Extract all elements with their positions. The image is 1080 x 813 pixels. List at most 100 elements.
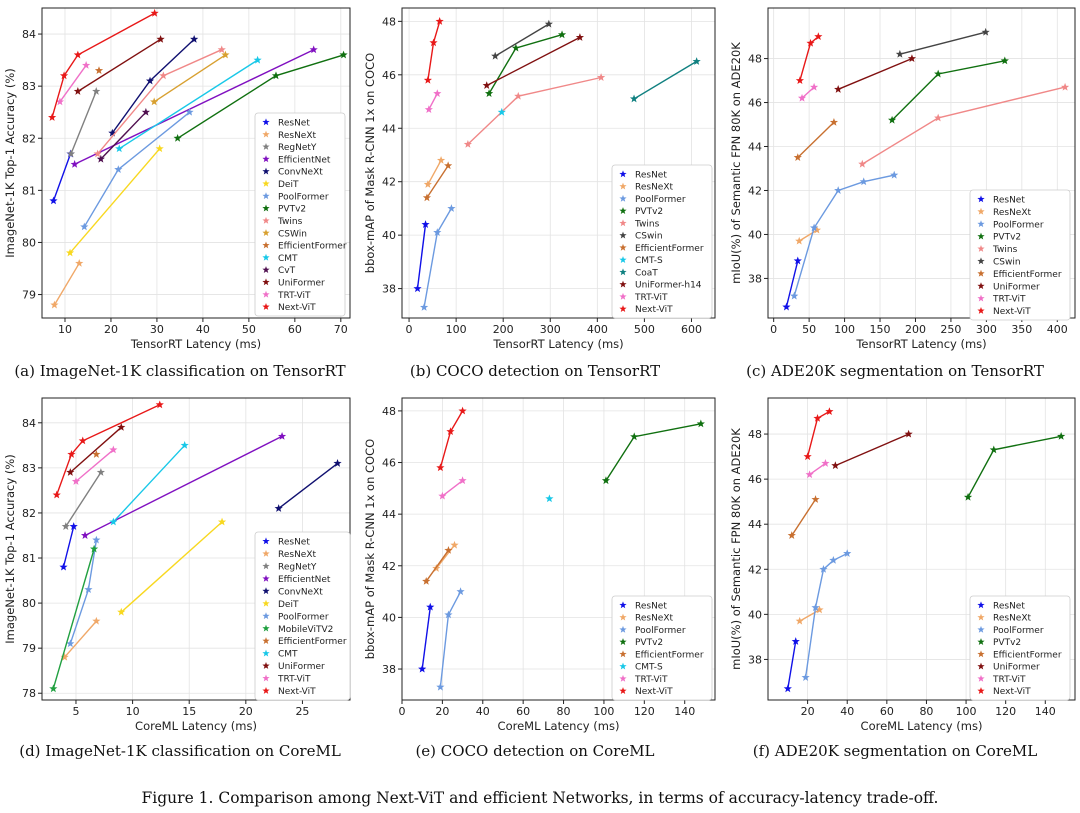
legend-label: PoolFormer xyxy=(635,626,686,636)
legend-marker xyxy=(977,195,985,203)
point-cvt xyxy=(141,107,150,116)
x-tick-label: 200 xyxy=(905,323,926,336)
series-line-efficientformer xyxy=(426,165,449,199)
legend-marker xyxy=(977,220,985,228)
point-mobilevitv2 xyxy=(49,684,58,693)
point-trt-vit xyxy=(109,445,118,454)
legend-marker xyxy=(262,278,270,286)
series-line-poolformer xyxy=(83,111,191,228)
series-line-trt-vit xyxy=(75,449,114,482)
legend-label: Next-ViT xyxy=(635,305,673,315)
legend-label: ResNeXt xyxy=(635,614,674,624)
y-tick-label: 82 xyxy=(22,132,36,145)
point-next-vit xyxy=(67,450,76,458)
legend-label: ConvNeXt xyxy=(278,168,323,178)
y-axis-label: bbox-mAP of Mask R-CNN 1x on COCO xyxy=(363,439,377,659)
point-uniformer-h14 xyxy=(575,33,585,41)
legend-label: CSwin xyxy=(993,258,1021,268)
legend-marker xyxy=(977,613,985,621)
legend-label: ResNeXt xyxy=(993,614,1032,624)
point-cswin xyxy=(895,49,904,58)
point-resnext xyxy=(815,605,824,614)
legend-label: PVTv2 xyxy=(635,638,663,648)
legend-marker xyxy=(619,650,627,658)
caption-f: (f) ADE20K segmentation on CoreML xyxy=(752,742,1038,760)
legend-marker xyxy=(619,170,627,178)
point-efficientformer xyxy=(422,193,432,202)
series-line-resnext xyxy=(64,620,97,658)
point-poolformer xyxy=(790,291,799,300)
legend-marker xyxy=(262,216,270,224)
point-trt-vit xyxy=(458,476,467,485)
legend-label: PoolFormer xyxy=(278,192,329,202)
legend-label: DeiT xyxy=(278,600,299,610)
y-tick-label: 42 xyxy=(382,176,396,189)
x-axis-label: CoreML Latency (ms) xyxy=(498,719,620,733)
legend-marker xyxy=(977,625,985,633)
point-trt-vit xyxy=(797,93,807,102)
legend-label: Twins xyxy=(634,219,660,229)
y-axis-label: ImageNet-1K Top-1 Accuracy (%) xyxy=(3,68,17,257)
point-cmt-s xyxy=(545,494,554,503)
legend-label: EfficientFormer xyxy=(635,650,704,660)
point-twins xyxy=(858,159,867,168)
x-tick-label: 40 xyxy=(840,705,854,718)
x-tick-label: 80 xyxy=(919,705,933,718)
point-resnext xyxy=(75,258,84,267)
point-mobilevitv2 xyxy=(90,544,99,553)
point-twins xyxy=(217,45,226,54)
point-next-vit xyxy=(48,113,57,121)
legend-label: PoolFormer xyxy=(993,626,1044,636)
point-resnext xyxy=(812,225,822,234)
legend-marker xyxy=(262,549,270,557)
legend-label: ResNeXt xyxy=(278,131,317,141)
legend-marker xyxy=(977,662,985,670)
chart-e: 0 20 40 60 80 100 120 140 38 40 42 44 46 48 CoreML Lat… xyxy=(363,397,716,733)
series-line-regnety xyxy=(70,91,97,155)
point-next-vit xyxy=(429,38,438,47)
series-line-cmt xyxy=(118,59,258,150)
point-resnet xyxy=(783,684,792,693)
point-uniformer xyxy=(834,85,843,93)
chart-d: 5 10 15 20 25 78 79 80 81 82 83 84 CoreML Latency (m… xyxy=(3,397,351,733)
y-tick-label: 78 xyxy=(22,687,36,700)
series-line-regnety xyxy=(65,472,102,527)
legend-label: PoolFormer xyxy=(278,612,329,622)
point-poolformer xyxy=(66,639,75,648)
point-efficientformer xyxy=(829,118,839,126)
point-resnext xyxy=(50,300,59,309)
legend-marker xyxy=(619,268,627,276)
y-axis-label: mIoU(%) of Semantic FPN 80K on ADE20K xyxy=(729,42,743,284)
x-tick-label: 50 xyxy=(802,323,816,336)
point-coat xyxy=(629,94,639,103)
x-tick-label: 100 xyxy=(593,705,614,718)
point-uniformer xyxy=(156,34,165,43)
x-tick-label: 10 xyxy=(58,323,72,336)
point-next-vit xyxy=(814,32,823,41)
series-line-resnext xyxy=(427,159,442,185)
x-tick-label: 300 xyxy=(976,323,997,336)
legend-label: TRT-ViT xyxy=(992,675,1026,685)
y-tick-label: 40 xyxy=(748,608,762,621)
legend-label: EfficientFormer xyxy=(635,244,704,254)
y-tick-label: 38 xyxy=(382,663,396,676)
series-line-next-vit xyxy=(427,21,441,81)
legend-label: EfficientFormer xyxy=(993,270,1062,280)
point-resnet xyxy=(782,302,791,311)
series-line-efficientformer xyxy=(425,549,449,582)
legend-label: Next-ViT xyxy=(278,687,316,697)
point-convnext xyxy=(145,76,155,85)
legend-label: UniFormer xyxy=(278,279,325,289)
point-deit xyxy=(65,248,75,257)
legend-marker xyxy=(262,562,270,570)
y-tick-label: 81 xyxy=(22,552,36,565)
point-next-vit xyxy=(155,400,164,409)
point-cswin xyxy=(221,50,230,59)
point-trt-vit xyxy=(810,82,819,91)
legend-marker xyxy=(977,674,985,682)
series-line-resnet xyxy=(62,526,75,568)
point-efficientnet xyxy=(309,45,318,54)
point-next-vit xyxy=(825,407,834,415)
series-line-resnet xyxy=(416,224,427,289)
